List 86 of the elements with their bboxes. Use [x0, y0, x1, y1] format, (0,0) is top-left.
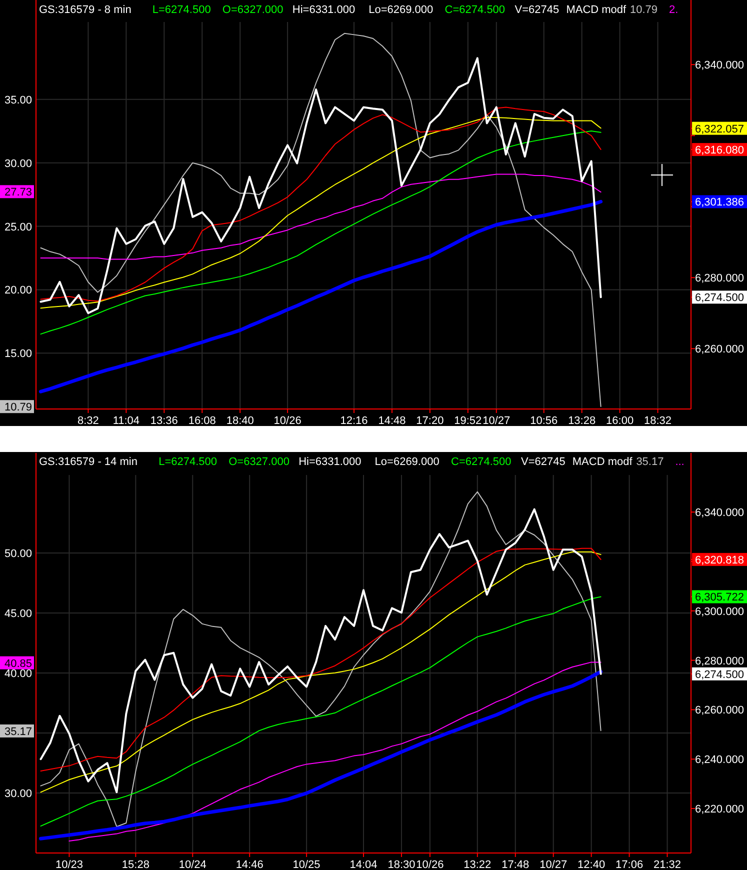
line-series	[40, 491, 602, 828]
y2-tick-label: 6,260.000	[695, 344, 744, 356]
line-series	[40, 130, 602, 335]
y2-tick-label: 6,260.000	[695, 704, 744, 717]
y-tick-label: 50.00	[4, 548, 32, 560]
text: L=6274.500	[158, 456, 218, 468]
y2-tick-label: 6,340.000	[695, 60, 744, 72]
text: O=6327.000	[228, 456, 290, 468]
chart-title: GS:316579 - 8 min	[39, 4, 132, 16]
y2-tick-label: 6,300.000	[695, 606, 744, 618]
y-tick-label: 30.00	[4, 158, 32, 170]
x-tick-label: 10/25	[292, 859, 320, 870]
y-tick-label: 15.00	[4, 348, 32, 360]
x-tick-label: 11:04	[112, 415, 140, 427]
text: Lo=6269.000	[368, 4, 434, 16]
y-tick-label: 40.00	[4, 668, 32, 680]
y2-tick-label: 6,301.386	[695, 196, 744, 209]
x-tick-label: 17:20	[416, 415, 444, 427]
text: ...	[675, 456, 684, 468]
text: 35.17	[636, 456, 664, 468]
x-tick-label: 10:56	[530, 415, 558, 427]
y2-tick-label: 6,305.722	[695, 592, 744, 604]
x-tick-label: 16:00	[606, 415, 634, 427]
y2-tick-label: 6,220.000	[695, 804, 744, 816]
y2-tick-label: 6,322.057	[695, 123, 744, 136]
line-series	[40, 596, 602, 827]
x-tick-label: 10/27	[482, 415, 510, 427]
line-series	[40, 57, 602, 314]
annotation: 27.73	[4, 186, 32, 199]
text: 10.79	[630, 4, 658, 16]
line-series	[40, 508, 602, 794]
annotation: 35.17	[4, 726, 32, 738]
line-series	[40, 174, 602, 260]
text: L=6274.500	[152, 4, 211, 16]
x-tick-label: 16:08	[188, 415, 216, 427]
x-tick-label: 18:40	[226, 415, 254, 427]
text: MACD modf	[566, 4, 628, 16]
x-tick-label: 17:06	[616, 859, 644, 870]
x-tick-label: 14:46	[236, 859, 264, 870]
x-tick-label: 13:28	[568, 415, 596, 427]
x-tick-label: 13:36	[150, 415, 178, 427]
text: Hi=6331.000	[292, 4, 356, 16]
y-tick-label: 25.00	[4, 221, 32, 234]
x-tick-label: 13:22	[464, 859, 492, 870]
text: 2.	[669, 4, 678, 16]
y-tick-label: 35.00	[4, 94, 32, 106]
y2-tick-label: 6,340.000	[695, 507, 744, 520]
y2-tick-label: 6,316.080	[695, 144, 744, 157]
x-tick-label: 15:28	[122, 859, 150, 870]
line-series	[38, 200, 603, 394]
y2-tick-label: 6,240.000	[695, 754, 744, 766]
y-tick-label: 30.00	[4, 788, 32, 800]
text: V=62745	[521, 456, 566, 468]
x-tick-label: 10/23	[55, 859, 83, 870]
x-tick-label: 10/24	[178, 859, 206, 870]
x-tick-label: 12:40	[578, 859, 606, 870]
y2-tick-label: 6,274.500	[695, 292, 744, 304]
y-tick-label: 45.00	[4, 608, 32, 620]
y2-tick-label: 6,320.818	[695, 554, 744, 566]
y2-tick-label: 6,280.000	[695, 272, 744, 285]
text: V=62745	[514, 4, 560, 16]
text: Lo=6269.000	[374, 456, 440, 468]
x-tick-label: 18:32	[644, 415, 672, 427]
x-tick-label: 18:30	[388, 859, 416, 870]
x-tick-label: 19:52	[454, 415, 482, 427]
y-tick-label: 20.00	[4, 284, 32, 297]
annotation: 10.79	[4, 402, 32, 414]
line-series	[40, 32, 602, 407]
text: C=6274.500	[444, 4, 506, 16]
x-tick-label: 21:32	[654, 859, 682, 870]
x-tick-label: 8:32	[78, 415, 99, 427]
x-tick-label: 14:48	[378, 415, 406, 427]
x-tick-label: 12:16	[340, 415, 368, 427]
x-tick-label: 10/26	[416, 859, 444, 870]
x-tick-label: 14:04	[350, 859, 378, 870]
y2-tick-label: 6,280.000	[695, 655, 744, 668]
chart-title: GS:316579 - 14 min	[39, 456, 138, 468]
text: O=6327.000	[222, 4, 284, 16]
x-tick-label: 10/26	[274, 415, 302, 427]
text: Hi=6331.000	[298, 456, 362, 468]
x-tick-label: 10/27	[540, 859, 568, 870]
text: MACD modf	[572, 456, 634, 468]
text: C=6274.500	[451, 456, 512, 468]
annotation: 40.85	[4, 658, 32, 670]
y2-tick-label: 6,274.500	[695, 668, 744, 681]
x-tick-label: 17:48	[502, 859, 530, 870]
